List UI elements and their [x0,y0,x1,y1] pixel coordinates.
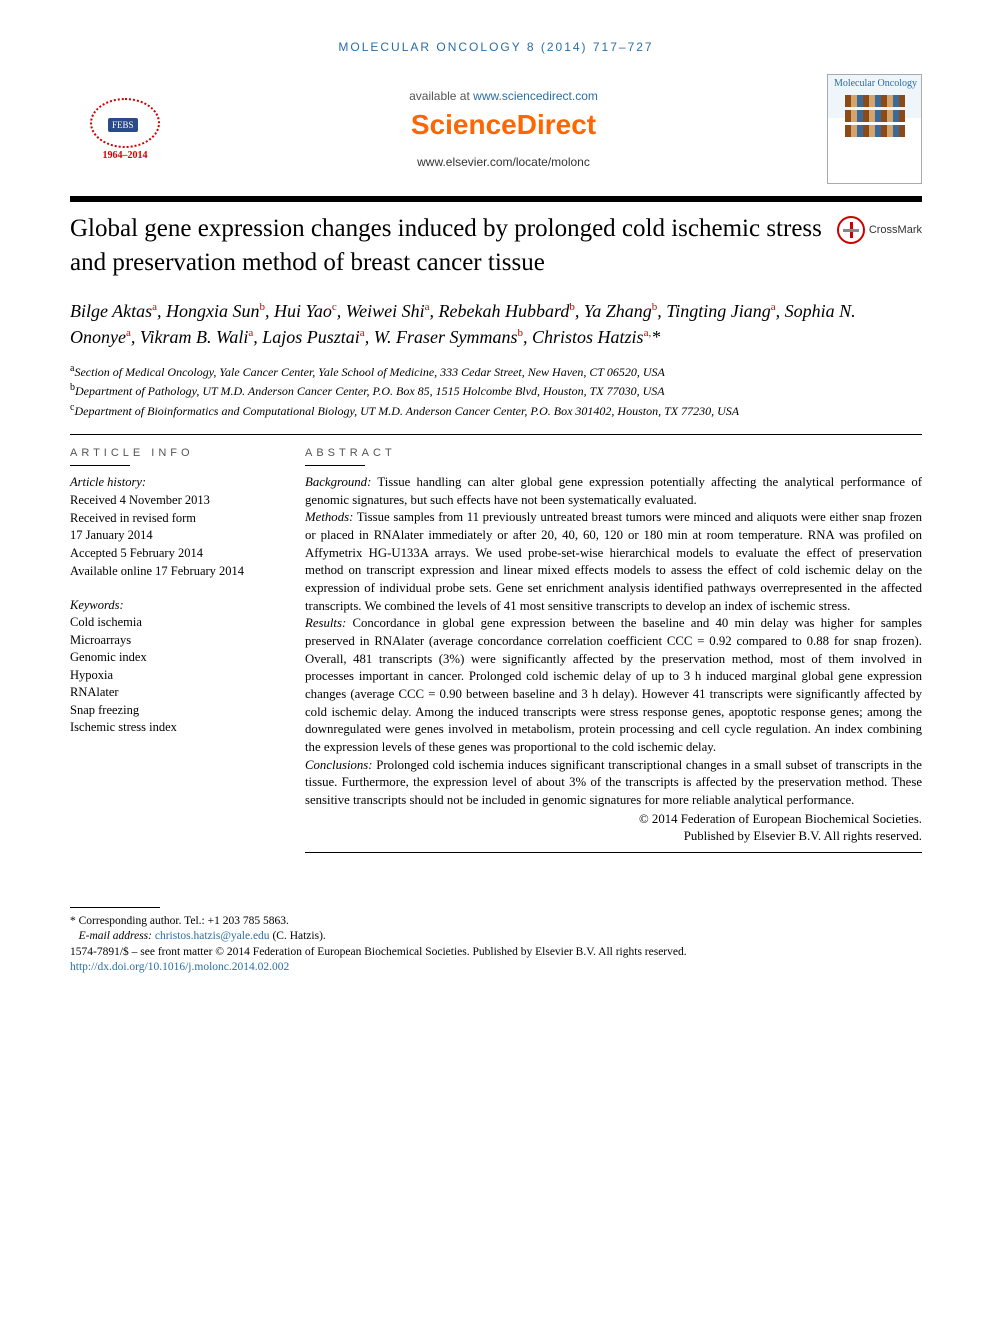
febs-years: 1964–2014 [103,150,148,161]
crossmark-label: CrossMark [869,224,922,236]
affiliations: aSection of Medical Oncology, Yale Cance… [70,362,922,420]
article-history-label: Article history: [70,474,275,492]
journal-cover-thumbnail: Molecular Oncology [827,74,922,184]
abstract-label: ABSTRACT [305,447,922,459]
history-line: Accepted 5 February 2014 [70,545,275,563]
article-info-label: ARTICLE INFO [70,447,275,459]
abstract-section-body: Prolonged cold ischemia induces signific… [305,758,922,807]
history-line: Received in revised form [70,510,275,528]
top-banner: 1964–2014 available at www.sciencedirect… [70,74,922,184]
running-header: MOLECULAR ONCOLOGY 8 (2014) 717–727 [70,40,922,54]
febs-circle-icon [90,98,160,148]
affiliation: aSection of Medical Oncology, Yale Cance… [70,362,922,381]
keyword: Ischemic stress index [70,719,275,737]
footnotes: * Corresponding author. Tel.: +1 203 785… [70,914,922,976]
keyword: Snap freezing [70,702,275,720]
article-history: Received 4 November 2013Received in revi… [70,492,275,581]
affiliation: bDepartment of Pathology, UT M.D. Anders… [70,381,922,400]
abstract-section-head: Background: [305,475,371,489]
issn-line: 1574-7891/$ – see front matter © 2014 Fe… [70,945,922,961]
abstract-section-head: Conclusions: [305,758,373,772]
keywords-label: Keywords: [70,597,275,615]
keyword: Microarrays [70,632,275,650]
journal-cover-art [845,95,905,140]
febs-logo: 1964–2014 [70,79,180,179]
abstract-section-body: Tissue handling can alter global gene ex… [305,475,922,507]
abstract-column: ABSTRACT Background: Tissue handling can… [305,447,922,864]
history-line: Available online 17 February 2014 [70,563,275,581]
thick-rule [70,196,922,202]
keyword: Hypoxia [70,667,275,685]
email-label: E-mail address: [79,930,155,942]
sciencedirect-brand: ScienceDirect [180,109,827,141]
corresponding-author: * Corresponding author. Tel.: +1 203 785… [70,914,922,930]
thin-rule-upper [70,434,922,435]
footnote-rule [70,907,160,908]
short-rule-info [70,465,130,466]
history-line: Received 4 November 2013 [70,492,275,510]
copyright-line-1: © 2014 Federation of European Biochemica… [305,812,922,827]
email-link[interactable]: christos.hatzis@yale.edu [155,930,270,942]
abstract-section-head: Methods: [305,510,353,524]
article-info-column: ARTICLE INFO Article history: Received 4… [70,447,275,864]
available-at: available at www.sciencedirect.com [180,89,827,103]
abstract-section-body: Concordance in global gene expression be… [305,616,922,754]
article-title: Global gene expression changes induced b… [70,212,823,280]
keyword: RNAlater [70,684,275,702]
abstract-body: Background: Tissue handling can alter gl… [305,474,922,809]
sciencedirect-link[interactable]: www.sciencedirect.com [473,89,598,103]
journal-cover-title: Molecular Oncology [828,75,921,89]
affiliation: cDepartment of Bioinformatics and Comput… [70,401,922,420]
authors-list: Bilge Aktasa, Hongxia Sunb, Hui Yaoc, We… [70,298,922,350]
center-banner: available at www.sciencedirect.com Scien… [180,89,827,169]
keyword: Cold ischemia [70,614,275,632]
email-suffix: (C. Hatzis). [270,930,326,942]
keyword-list: Cold ischemiaMicroarraysGenomic indexHyp… [70,614,275,737]
crossmark-icon [837,216,865,244]
journal-url: www.elsevier.com/locate/molonc [180,155,827,169]
abstract-section-head: Results: [305,616,346,630]
history-line: 17 January 2014 [70,527,275,545]
crossmark-badge[interactable]: CrossMark [837,216,922,244]
abstract-section-body: Tissue samples from 11 previously untrea… [305,510,922,612]
doi-link[interactable]: http://dx.doi.org/10.1016/j.molonc.2014.… [70,961,289,973]
email-line: E-mail address: christos.hatzis@yale.edu… [70,929,922,945]
keyword: Genomic index [70,649,275,667]
copyright-line-2: Published by Elsevier B.V. All rights re… [305,829,922,844]
short-rule-abstract [305,465,365,466]
thin-rule-lower [305,852,922,853]
available-prefix: available at [409,89,473,103]
